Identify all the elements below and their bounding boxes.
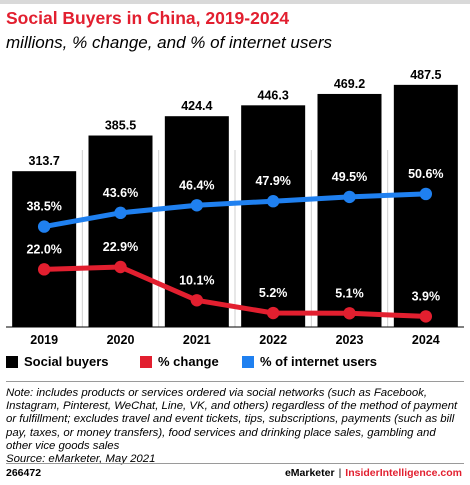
change-point bbox=[37, 263, 51, 276]
share-data-label: 38.5% bbox=[26, 200, 61, 214]
share-point bbox=[37, 220, 51, 233]
legend-swatch-bar bbox=[6, 355, 18, 368]
bar bbox=[241, 105, 306, 328]
x-tick-label: 2024 bbox=[412, 333, 440, 347]
bar-value-label: 424.4 bbox=[181, 99, 212, 113]
bar bbox=[88, 135, 153, 327]
share-data-label: 47.9% bbox=[255, 174, 290, 188]
top-rule bbox=[0, 0, 470, 4]
change-point bbox=[343, 307, 356, 320]
bar bbox=[393, 84, 458, 327]
x-tick-label: 2022 bbox=[259, 333, 287, 347]
change-data-label: 22.0% bbox=[26, 242, 61, 256]
legend-item-change: % change bbox=[140, 354, 219, 369]
legend-label-change: % change bbox=[158, 354, 219, 369]
bar-value-label: 313.7 bbox=[29, 154, 60, 168]
change-data-label: 3.9% bbox=[412, 289, 441, 303]
share-point bbox=[114, 206, 127, 220]
footer-divider bbox=[6, 463, 464, 464]
change-point bbox=[266, 306, 280, 320]
bar-value-label: 385.5 bbox=[105, 119, 136, 133]
chart-title: Social Buyers in China, 2019-2024 bbox=[6, 8, 290, 28]
bar-value-label: 446.3 bbox=[258, 88, 289, 102]
footer-brand: eMarketer | InsiderIntelligence.com bbox=[285, 467, 462, 479]
bar-value-label: 469.2 bbox=[334, 77, 365, 91]
legend-swatch-change bbox=[140, 355, 152, 368]
bar bbox=[12, 171, 77, 327]
x-tick-label: 2021 bbox=[183, 333, 211, 347]
bar-value-label: 487.5 bbox=[410, 68, 441, 82]
share-point bbox=[190, 199, 204, 212]
change-data-label: 22.9% bbox=[103, 240, 138, 254]
legend-label-social-buyers: Social buyers bbox=[24, 354, 109, 369]
legend-swatch-share bbox=[242, 355, 254, 368]
share-point bbox=[343, 190, 356, 204]
legend: Social buyers % change % of internet use… bbox=[6, 354, 466, 372]
brand-separator: | bbox=[338, 467, 342, 479]
bar bbox=[317, 93, 382, 327]
share-data-label: 43.6% bbox=[103, 186, 138, 200]
x-tick-label: 2019 bbox=[30, 333, 58, 347]
share-line bbox=[41, 191, 429, 230]
share-data-label: 50.6% bbox=[408, 167, 443, 181]
change-data-label: 5.1% bbox=[335, 286, 364, 300]
change-data-label: 10.1% bbox=[179, 273, 214, 287]
note-divider bbox=[6, 381, 464, 382]
change-data-label: 5.2% bbox=[259, 286, 288, 300]
share-point bbox=[419, 187, 433, 201]
legend-label-share: % of internet users bbox=[260, 354, 378, 369]
legend-item-social-buyers: Social buyers bbox=[6, 354, 109, 369]
chart-area: 313.7 385.5 424.4 446.3 469.2 487.5 2019 2020 20… bbox=[6, 68, 464, 347]
footnote-source: Source: eMarketer, May 2021 bbox=[6, 453, 156, 466]
brand-insider-intelligence: InsiderIntelligence.com bbox=[345, 467, 462, 479]
x-tick-label: 2020 bbox=[107, 333, 135, 347]
change-point bbox=[190, 294, 204, 307]
change-point bbox=[419, 310, 433, 323]
brand-emarketer: eMarketer bbox=[284, 467, 335, 479]
footnote: Note: includes products or services orde… bbox=[6, 387, 458, 466]
legend-item-share: % of internet users bbox=[242, 354, 377, 369]
change-line bbox=[41, 264, 429, 319]
chart-id: 266472 bbox=[6, 467, 42, 479]
chart-subtitle: millions, % change, and % of internet us… bbox=[6, 33, 333, 52]
x-tick-label: 2023 bbox=[336, 333, 364, 347]
share-point bbox=[266, 195, 280, 208]
share-data-label: 49.5% bbox=[332, 170, 367, 184]
footnote-text: Note: includes products or services orde… bbox=[6, 387, 458, 452]
share-data-label: 46.4% bbox=[179, 178, 214, 192]
change-point bbox=[114, 260, 127, 274]
